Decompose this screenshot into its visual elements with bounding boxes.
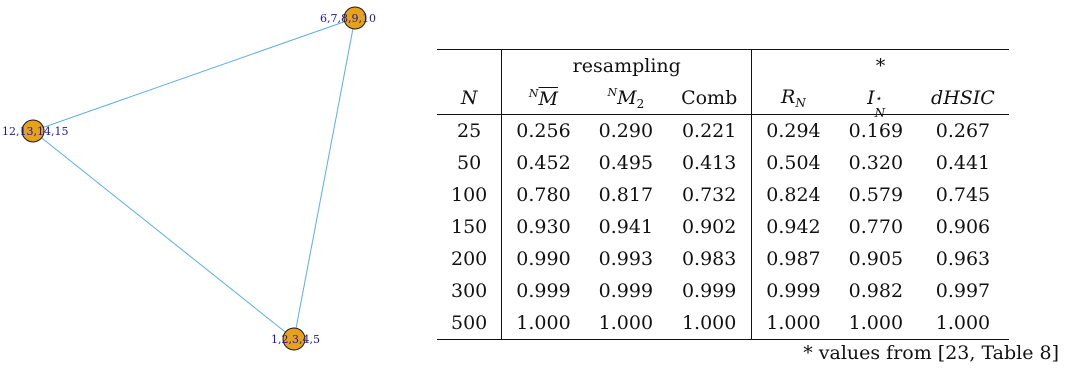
cell-m-bar: 0.990: [501, 243, 585, 275]
cell-m-bar: 0.999: [501, 275, 585, 307]
col-header-dhsic: dHSIC: [931, 87, 995, 109]
cell-m-bar: 0.930: [501, 211, 585, 243]
col-header-r: RN: [751, 82, 835, 115]
table-row: 300 0.999 0.999 0.999 0.999 0.982 0.997: [437, 275, 1009, 307]
col-header-m2: NM2: [585, 82, 667, 115]
cell-r: 0.999: [751, 275, 835, 307]
cell-m2: 0.941: [598, 216, 654, 238]
cell-n: 300: [451, 280, 488, 302]
results-table-body: 25 0.256 0.290 0.221 0.294 0.169 0.267 50 0.452 0…: [437, 114, 1009, 340]
table-row: 150 0.930 0.941 0.902 0.942 0.770 0.906: [437, 211, 1009, 243]
cell-i: 0.982: [848, 280, 904, 302]
cell-i: 0.169: [834, 114, 918, 147]
cell-m-bar: 0.256: [501, 114, 585, 147]
cell-m2: 0.993: [598, 248, 654, 270]
col-header-m-bar: NM: [501, 82, 585, 115]
cell-m-bar: 1.000: [501, 307, 585, 340]
cell-dhsic: 0.997: [935, 280, 991, 302]
cell-n: 500: [437, 307, 502, 340]
col-header-comb: Comb: [681, 87, 738, 109]
col-header-i-sub: N: [874, 106, 886, 120]
table-row: 500 1.000 1.000 1.000 1.000 1.000 1.000: [437, 307, 1009, 340]
edge-left-bottom: [32, 130, 295, 340]
edge-top-left: [32, 17, 356, 132]
col-header-m2-symbol: M: [617, 86, 637, 109]
col-header-m-bar-symbol: M: [538, 87, 559, 110]
cell-n: 150: [451, 216, 488, 238]
cell-n: 200: [451, 248, 488, 270]
cell-comb: 0.999: [681, 280, 737, 302]
node-top: [343, 6, 367, 30]
cell-dhsic: 0.267: [917, 114, 1009, 147]
cell-r: 1.000: [751, 307, 835, 340]
cell-r: 0.824: [751, 179, 835, 211]
cell-n: 50: [457, 152, 482, 174]
results-table-container: resampling * N NM NM2 Comb RN I ⋆ N dHSIC: [437, 49, 1059, 364]
group-header-resampling: resampling: [501, 49, 752, 82]
cell-comb: 0.902: [681, 216, 737, 238]
results-table: resampling * N NM NM2 Comb RN I ⋆ N dHSIC: [437, 49, 1009, 340]
cell-i: 1.000: [834, 307, 918, 340]
table-row: 100 0.780 0.817 0.732 0.824 0.579 0.745: [437, 179, 1009, 211]
cell-r: 0.294: [751, 114, 835, 147]
group-header-star: *: [751, 49, 1009, 82]
cell-i: 0.770: [848, 216, 904, 238]
cell-m-bar: 0.452: [501, 147, 585, 179]
cell-i: 0.320: [848, 152, 904, 174]
dependency-graph: 6,7,8,9,10 12,13,14,15 1,2,3,4,5: [2, 6, 376, 351]
cell-n: 100: [451, 184, 488, 206]
col-header-i-sup: ⋆: [874, 92, 882, 105]
col-header-n: N: [460, 87, 478, 109]
col-header-r-sub: N: [795, 96, 806, 110]
cell-dhsic: 0.963: [935, 248, 991, 270]
cell-m-bar: 0.780: [501, 179, 585, 211]
cell-m2: 0.495: [598, 152, 654, 174]
cell-r: 0.942: [751, 211, 835, 243]
node-label-top: 6,7,8,9,10: [320, 12, 376, 25]
node-bottom: [282, 327, 306, 351]
table-row: 50 0.452 0.495 0.413 0.504 0.320 0.441: [437, 147, 1009, 179]
group-header-row: resampling *: [437, 49, 1009, 82]
table-row: 200 0.990 0.993 0.983 0.987 0.905 0.963: [437, 243, 1009, 275]
cell-i: 0.905: [848, 248, 904, 270]
col-header-i-symbol: I: [867, 87, 875, 109]
cell-dhsic: 0.441: [935, 152, 991, 174]
cell-comb: 0.413: [681, 152, 737, 174]
edge-top-bottom: [293, 17, 356, 340]
table-footnote: * values from [23, Table 8]: [803, 342, 1059, 364]
node-label-bottom: 1,2,3,4,5: [271, 333, 320, 346]
col-header-i: I ⋆ N: [835, 82, 917, 120]
cell-dhsic: 0.906: [935, 216, 991, 238]
cell-dhsic: 0.745: [935, 184, 991, 206]
group-header-empty: [437, 49, 502, 82]
cell-m2: 1.000: [584, 307, 668, 340]
node-left: [21, 119, 45, 143]
cell-i: 0.579: [848, 184, 904, 206]
node-label-left: 12,13,14,15: [2, 125, 68, 138]
cell-r: 0.504: [751, 147, 835, 179]
col-header-m2-pre: N: [607, 85, 618, 99]
col-header-r-symbol: R: [781, 86, 796, 108]
cell-n: 25: [437, 114, 502, 147]
table-row: 25 0.256 0.290 0.221 0.294 0.169 0.267: [437, 114, 1009, 147]
cell-m2: 0.999: [598, 280, 654, 302]
cell-m2: 0.817: [598, 184, 654, 206]
cell-comb: 1.000: [667, 307, 752, 340]
cell-dhsic: 1.000: [917, 307, 1009, 340]
cell-m2: 0.290: [584, 114, 668, 147]
column-header-row: N NM NM2 Comb RN I ⋆ N dHSIC: [437, 82, 1009, 120]
col-header-m2-sub: 2: [636, 96, 645, 111]
col-header-m-bar-pre: N: [528, 86, 539, 100]
cell-r: 0.987: [751, 243, 835, 275]
cell-comb: 0.732: [681, 184, 737, 206]
cell-comb: 0.221: [667, 114, 752, 147]
cell-comb: 0.983: [681, 248, 737, 270]
